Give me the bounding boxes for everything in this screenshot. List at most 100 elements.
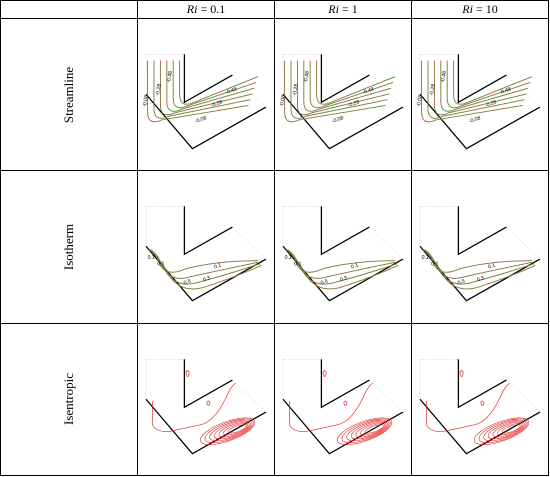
streamline-contour-dashed: [172, 60, 257, 109]
plot-isentropic-ri-1: [274, 322, 412, 477]
plot-streamline-ri-0.1: -0.48 -0.28 -0.08 -0.08 -0.28 -0.48: [137, 17, 275, 172]
contour-label: 0.1: [350, 263, 359, 271]
inner-wall: [320, 206, 370, 256]
streamline-contour-dashed: [303, 60, 392, 112]
outer-wall: [419, 93, 541, 150]
isotherm-contour-dashed: [423, 249, 533, 280]
contour-label: 0.5: [457, 279, 466, 287]
contour-label: 0.1: [487, 263, 496, 271]
contour-label: -0.08: [331, 115, 344, 125]
ri-symbol: Ri: [328, 2, 339, 16]
contour-label: -0.48: [303, 71, 311, 84]
isentropic-contour: [350, 420, 388, 439]
outer-wall: [282, 398, 404, 455]
streamline-contour-dashed: [427, 60, 525, 119]
contour-plot: [282, 358, 404, 455]
row-label-cell: Streamline: [0, 17, 138, 172]
isotherm-contour-dashed: [149, 249, 259, 280]
inner-wall: [320, 358, 370, 409]
ri-symbol: Ri: [462, 2, 473, 16]
contour-label: 0.1: [422, 255, 429, 261]
streamline-contour-dashed: [446, 60, 531, 109]
contour-label: 0.1: [148, 255, 155, 261]
isentropic-contour: [474, 417, 530, 445]
contour-label: -0.08: [416, 95, 424, 108]
plot-isentropic-ri-10: [411, 322, 549, 477]
streamline-contour-dashed: [160, 60, 253, 116]
contour-label: 0.1: [294, 262, 301, 268]
ri-symbol: Ri: [186, 2, 198, 16]
inner-wall: [457, 358, 507, 409]
inner-wall: [457, 54, 507, 104]
row-label-cell: Isentropic: [0, 322, 138, 477]
outlet-boundary: [506, 227, 541, 260]
plot-streamline-ri-10: -0.48 -0.28 -0.08 -0.08 -0.28 -0.48: [411, 17, 549, 172]
outer-wall: [419, 398, 541, 455]
contour-label: 0.5: [320, 279, 329, 287]
row-label: Isentropic: [61, 373, 76, 426]
outer-wall: [282, 93, 404, 150]
outlet-boundary: [232, 379, 267, 412]
isotherm-contour-dashed: [423, 249, 533, 273]
isentropic-contour: [480, 400, 485, 406]
isentropic-contour: [206, 400, 211, 406]
streamline-contour-dashed: [434, 60, 527, 116]
inner-wall: [183, 206, 233, 256]
outlet-boundary: [369, 227, 404, 260]
outer-wall: [145, 398, 267, 455]
contour-plot: -0.48-0.28-0.08-0.08-0.28-0.48: [142, 54, 267, 150]
isentropic-contour: [497, 422, 522, 435]
contour-label: -0.28: [155, 83, 163, 96]
isentropic-contour: [346, 419, 390, 441]
contour-label: 0.3: [476, 276, 485, 284]
contour-label: -0.28: [484, 99, 497, 109]
isentropic-contour: [223, 422, 248, 435]
row-streamline: Streamline -0.48 -0.28 -0.08 -0.08 -0.28 -0.4…: [0, 17, 549, 172]
streamline-contour-dashed: [284, 60, 386, 123]
isentropic-contour: [218, 421, 250, 437]
isentropic-contour: [337, 417, 393, 445]
contour-label: 0.3: [202, 276, 211, 284]
row-isentropic: Isentropic: [0, 322, 549, 477]
row-label-cell: Isotherm: [0, 170, 138, 324]
isentropic-contour: [204, 418, 254, 443]
isentropic-contour: [152, 382, 236, 432]
col-header-ri-1: Ri = 1: [274, 0, 412, 19]
isotherm-contour-dashed: [148, 249, 262, 290]
col-header-ri-10: Ri = 10: [411, 0, 549, 19]
streamline-contour-dashed: [297, 60, 390, 116]
isentropic-contour: [343, 400, 348, 406]
outlet-boundary: [232, 74, 267, 108]
isentropic-contour: [483, 419, 527, 441]
isotherm-contour-dashed: [285, 249, 399, 290]
streamline-contour-dashed: [453, 60, 533, 105]
outer-wall: [145, 93, 267, 150]
streamline-contour-dashed: [290, 60, 388, 119]
isentropic-contour: [209, 419, 253, 441]
contour-label: -0.08: [142, 95, 150, 108]
contour-label: 0.1: [285, 255, 292, 261]
isotherm-contour-dashed: [286, 249, 396, 280]
contour-plot: 0.10.10.5 0.30.1: [419, 206, 541, 302]
ri-value: = 10: [475, 2, 498, 16]
isentropic-contour: [200, 417, 256, 445]
contour-label: 0.1: [157, 262, 164, 268]
plot-isotherm-ri-1: 0.1 0.1 0.5 0.3 0.1: [274, 170, 412, 324]
contour-label: -0.08: [468, 115, 481, 125]
streamline-contour-dashed: [147, 60, 249, 123]
isentropic-contour: [364, 423, 384, 434]
contour-label: 0.1: [213, 263, 222, 271]
isentropic-contour: [492, 421, 524, 437]
streamline-contour-solid: [159, 60, 253, 116]
outlet-boundary: [506, 379, 541, 412]
plot-streamline-ri-1: -0.48 -0.28 -0.08 -0.08 -0.28 -0.48: [274, 17, 412, 172]
contour-label: 0.1: [431, 262, 438, 268]
contour-label: 0.3: [339, 276, 348, 284]
contour-label: -0.48: [166, 71, 174, 84]
contour-plot: 0.10.10.5 0.30.1: [282, 206, 404, 302]
contour-label: -0.48: [440, 71, 448, 84]
outlet-boundary: [506, 74, 541, 108]
contour-label: -0.28: [210, 99, 223, 109]
outlet-boundary: [369, 379, 404, 412]
